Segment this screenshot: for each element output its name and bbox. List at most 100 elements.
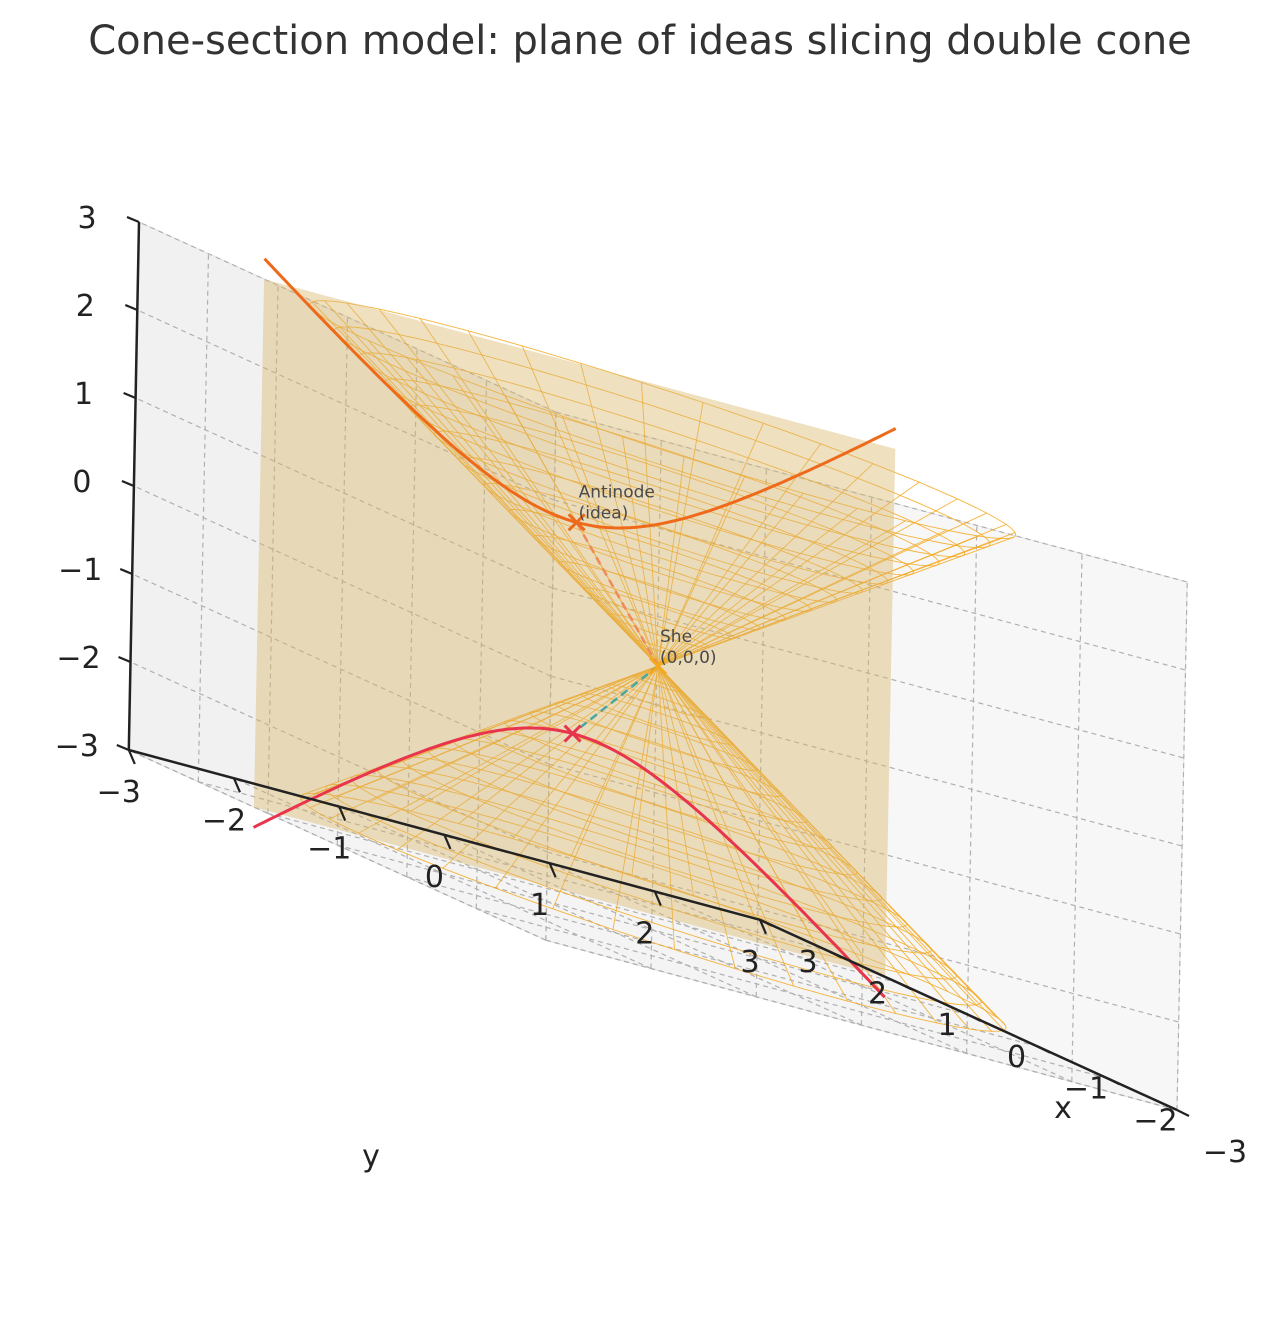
grid-line	[137, 309, 555, 501]
y-axis-label: y	[362, 1139, 380, 1174]
y-tick-label: 2	[635, 917, 654, 952]
x-axis-label: x	[1054, 1091, 1072, 1126]
z-tick-mark	[123, 391, 137, 400]
cone-generator	[657, 423, 764, 667]
grid-line	[654, 890, 1073, 1083]
cone-generator	[622, 436, 659, 667]
cone-generator	[561, 415, 659, 667]
z-tick-label: −2	[56, 641, 100, 676]
x-tick-mark	[759, 918, 773, 927]
marker-stroke	[648, 656, 668, 676]
cone-generator	[612, 665, 659, 930]
x-tick-mark	[1107, 1077, 1120, 1086]
cone-generator	[657, 456, 685, 667]
cone-generator	[367, 340, 659, 667]
grid-line	[1071, 553, 1083, 1082]
y-tick-mark	[338, 806, 347, 822]
cone-generator	[657, 508, 858, 667]
point-marker-1	[567, 513, 586, 532]
point-marker-2	[563, 724, 582, 743]
annotation-line: Antinode	[579, 482, 655, 502]
cone-generator	[657, 665, 864, 957]
cone-generator	[657, 665, 897, 1014]
y-tick-mark	[127, 749, 136, 765]
cone-generator	[657, 529, 947, 667]
z-tick-label: 3	[77, 201, 96, 236]
y-tick-mark	[443, 834, 452, 850]
cone-generator	[657, 665, 795, 987]
grid-line	[267, 812, 900, 984]
cone-generator	[657, 665, 978, 1007]
x-tick-label: 1	[937, 1008, 956, 1043]
cone-generator	[657, 492, 804, 667]
cone-generator	[657, 665, 949, 992]
grid-line	[1176, 581, 1188, 1111]
grid-line	[549, 763, 1181, 935]
cone-generator	[396, 665, 659, 851]
x-tick-mark	[1176, 1109, 1190, 1117]
cone-generator	[657, 665, 736, 969]
cone-generator	[657, 402, 704, 667]
grid-line	[197, 253, 210, 782]
x-tick-mark	[968, 1013, 981, 1022]
cone-generator	[657, 665, 675, 950]
cone-generator	[657, 665, 992, 1032]
cone-generator	[657, 665, 938, 1024]
annotation-line: (0,0,0)	[660, 648, 717, 668]
cone-generator	[338, 325, 659, 667]
y-tick-label: −1	[307, 832, 351, 867]
tick-labels: −3 −3 −3 −2 −2 −2 −1 −1 −1 0 0 0 1 1 1 2 2 2 3 3 3	[55, 201, 1247, 1170]
y-tick-mark	[548, 862, 557, 878]
cone-generator	[657, 665, 694, 896]
cone-generator	[521, 345, 659, 667]
cone-generator	[657, 665, 1006, 1026]
ray-to-lower-point	[571, 665, 659, 735]
y-tick-label: −3	[97, 775, 141, 810]
x-tick-label: 0	[1007, 1040, 1026, 1075]
point-markers: She (0,0,0) Antinode (idea)	[563, 482, 717, 743]
y-tick-mark	[758, 919, 768, 935]
cone-generator	[410, 665, 659, 812]
point-marker-0	[648, 656, 668, 676]
chart-title: Cone-section model: plane of ideas slici…	[88, 18, 1192, 64]
cone-surface	[299, 300, 1017, 1032]
marker-stroke	[563, 724, 582, 743]
y-tick-label: 1	[530, 888, 549, 923]
cone-generator	[657, 463, 874, 667]
cone-generator	[657, 536, 1014, 667]
z-tick-label: −1	[58, 553, 102, 588]
x-tick-label: 3	[798, 945, 817, 980]
grid-line	[555, 411, 1188, 583]
cone-generator	[657, 665, 910, 976]
y-tick-mark	[232, 777, 242, 793]
z-tick-mark	[118, 655, 131, 664]
grid-line	[547, 851, 1179, 1023]
grid-line	[138, 221, 557, 413]
cone-generator	[311, 301, 659, 667]
cone-generator	[657, 665, 1005, 1031]
cone-generator	[657, 498, 958, 667]
cone-generator	[406, 356, 659, 667]
z-tick-mark	[126, 215, 140, 224]
cone-generator	[369, 665, 659, 803]
grid-line	[554, 499, 1186, 671]
z-tick-mark	[116, 743, 130, 752]
cone-generator	[495, 665, 659, 889]
cone-generator	[657, 665, 755, 917]
x-tick-mark	[829, 950, 842, 959]
axes	[116, 215, 1190, 1117]
y-tick-label: 0	[425, 860, 444, 895]
x-tick-label: 2	[868, 977, 887, 1012]
annotation-line: (idea)	[579, 503, 629, 523]
cone-generator	[657, 535, 979, 667]
grid-line	[267, 285, 279, 814]
z-tick-mark	[119, 567, 133, 576]
cone-generator	[657, 443, 821, 667]
cone-generator	[657, 520, 906, 667]
grid-line	[406, 348, 418, 877]
y-tick-label: −2	[202, 803, 246, 838]
cone-generator	[504, 395, 659, 667]
cone-generator	[302, 665, 659, 796]
z-tick-label: −3	[55, 729, 99, 764]
x-tick-mark	[1037, 1045, 1051, 1054]
